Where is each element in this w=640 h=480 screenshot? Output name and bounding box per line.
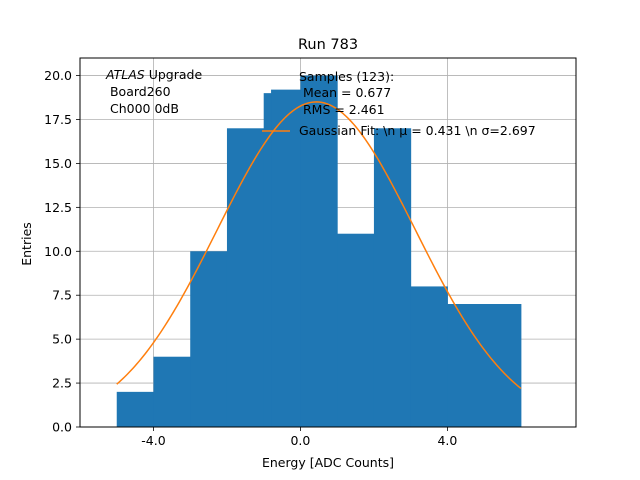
y-tick-label: 5.0 [52, 332, 72, 347]
svg-text:ATLAS Upgrade: ATLAS Upgrade [105, 67, 202, 82]
atlas-annotation: ATLAS Upgrade Board260 Ch000 0dB [105, 67, 202, 116]
x-tick-label: -4.0 [141, 433, 165, 448]
histogram-bar [153, 356, 191, 427]
legend-samples-line-2: Mean = 0.677 [299, 85, 391, 100]
x-tick-label: 4.0 [437, 433, 457, 448]
y-tick-label: 0.0 [52, 420, 72, 435]
histogram-bar [271, 89, 301, 427]
y-tick-label: 20.0 [44, 68, 72, 83]
legend-samples-line-3: RMS = 2.461 [299, 102, 385, 117]
histogram-bar [410, 286, 448, 427]
histogram-bar [447, 304, 522, 427]
y-tick-label: 15.0 [44, 156, 72, 171]
board-label: Board260 [106, 84, 171, 99]
histogram-bar [300, 75, 338, 428]
upgrade-label: Upgrade [145, 67, 203, 82]
histogram-bar [190, 251, 228, 427]
axis-ticks: -4.0 0.0 4.0 0.0 2.5 5.0 7.5 10.0 12.5 15.0 17.5 20… [44, 68, 457, 448]
legend-fit-label: Gaussian Fit: \n μ = 0.431 \n σ=2.697 [299, 123, 536, 138]
plot-frame [79, 57, 577, 428]
y-tick-label: 10.0 [44, 244, 72, 259]
x-axis-label: Energy [ADC Counts] [262, 455, 394, 470]
y-tick-label: 7.5 [52, 288, 72, 303]
y-axis-label: Entries [19, 222, 34, 266]
histogram-bar [263, 93, 272, 428]
legend: Samples (123): Mean = 0.677 RMS = 2.461 … [262, 69, 536, 138]
channel-label: Ch000 0dB [106, 101, 179, 116]
legend-samples-line-1: Samples (123): [299, 69, 394, 84]
histogram-bar [337, 233, 375, 427]
histogram-bars [116, 75, 522, 428]
chart-title: Run 783 [298, 37, 358, 53]
histogram-bar [116, 391, 154, 427]
y-tick-label: 12.5 [44, 200, 72, 215]
y-tick-label: 17.5 [44, 112, 72, 127]
x-tick-label: 0.0 [290, 433, 310, 448]
histogram-bar [373, 128, 412, 428]
y-tick-label: 2.5 [52, 376, 72, 391]
gaussian-fit-curve [116, 101, 522, 390]
atlas-label: ATLAS [105, 67, 145, 82]
histogram-bar [226, 128, 265, 428]
